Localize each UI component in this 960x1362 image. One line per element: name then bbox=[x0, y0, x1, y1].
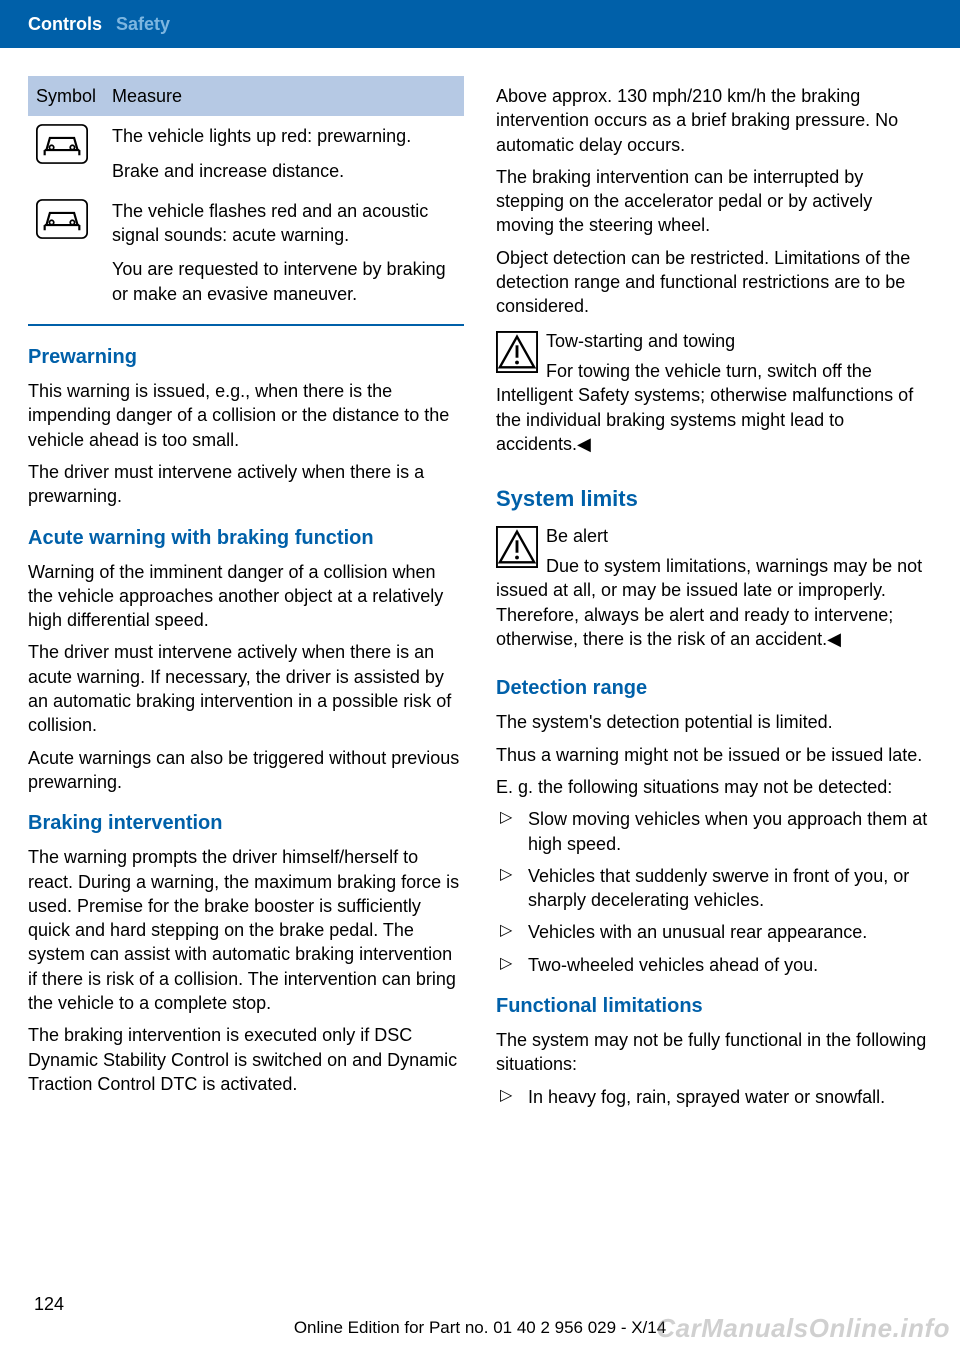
list-item: Slow moving vehicles when you approach t… bbox=[496, 807, 932, 856]
heading-system-limits: System limits bbox=[496, 484, 932, 514]
p-above: Above approx. 130 mph/210 km/h the braki… bbox=[496, 84, 932, 157]
cell-measure-1: The vehicle lights up red: prewarn­ing. … bbox=[104, 116, 464, 191]
car-front-icon bbox=[36, 148, 88, 168]
warn-tow-title: Tow-starting and towing bbox=[546, 331, 735, 351]
cell-measure-2: The vehicle flashes red and an acoustic … bbox=[104, 191, 464, 314]
th-measure: Measure bbox=[104, 76, 464, 116]
heading-acute: Acute warning with braking function bbox=[28, 525, 464, 552]
warn-tow-body: For towing the vehicle turn, switch off … bbox=[496, 359, 932, 456]
symbol-measure-table: Symbol Measure The vehicle lights up red… bbox=[28, 76, 464, 314]
list-item: In heavy fog, rain, sprayed water or sno… bbox=[496, 1085, 932, 1109]
heading-braking: Braking intervention bbox=[28, 810, 464, 837]
table-bottom-rule bbox=[28, 324, 464, 326]
p-acute-2: The driver must intervene actively when … bbox=[28, 640, 464, 737]
header-bar: Controls Safety bbox=[0, 0, 960, 48]
cell-icon-1 bbox=[28, 116, 104, 191]
heading-prewarning: Prewarning bbox=[28, 344, 464, 371]
p-func-1: The system may not be fully functional i… bbox=[496, 1028, 932, 1077]
p-acute-3: Acute warnings can also be triggered wit… bbox=[28, 746, 464, 795]
cell-icon-2 bbox=[28, 191, 104, 314]
p-interrupt: The braking intervention can be interrup… bbox=[496, 165, 932, 238]
header-safety: Safety bbox=[116, 12, 170, 36]
p-brake-1: The warning prompts the driver himself/h… bbox=[28, 845, 464, 1015]
th-symbol: Symbol bbox=[28, 76, 104, 116]
header-controls: Controls bbox=[28, 12, 102, 36]
p-object: Object detection can be restricted. Limi… bbox=[496, 246, 932, 319]
content-columns: Symbol Measure The vehicle lights up red… bbox=[0, 48, 960, 1117]
list-item: Vehicles with an unusual rear appearance… bbox=[496, 920, 932, 944]
warn-alert-body: Due to system limitations, warnings may … bbox=[496, 554, 932, 651]
p-detect-1: The system's detection potential is limi… bbox=[496, 710, 932, 734]
p-prewarn-1: This warning is issued, e.g., when there… bbox=[28, 379, 464, 452]
warning-tow: Tow-starting and towing For towing the v… bbox=[496, 329, 932, 464]
detect-list: Slow moving vehicles when you approach t… bbox=[496, 807, 932, 977]
p-prewarn-2: The driver must intervene actively when … bbox=[28, 460, 464, 509]
car-front-icon bbox=[36, 223, 88, 243]
warn-alert-title: Be alert bbox=[546, 526, 608, 546]
heading-detection-range: Detection range bbox=[496, 675, 932, 702]
list-item: Two-wheeled vehicles ahead of you. bbox=[496, 953, 932, 977]
p-brake-2: The braking intervention is executed onl… bbox=[28, 1023, 464, 1096]
heading-functional-limitations: Functional limitations bbox=[496, 993, 932, 1020]
left-column: Symbol Measure The vehicle lights up red… bbox=[28, 76, 464, 1117]
page-number: 124 bbox=[34, 1292, 64, 1316]
p-detect-3: E. g. the following situations may not b… bbox=[496, 775, 932, 799]
warning-alert: Be alert Due to system limitations, warn… bbox=[496, 524, 932, 659]
warning-triangle-icon bbox=[496, 331, 538, 373]
list-item: Vehicles that suddenly swerve in front o… bbox=[496, 864, 932, 913]
watermark: CarManualsOnline.info bbox=[656, 1311, 950, 1346]
warning-triangle-icon bbox=[496, 526, 538, 568]
func-list: In heavy fog, rain, sprayed water or sno… bbox=[496, 1085, 932, 1109]
p-acute-1: Warning of the imminent danger of a coll… bbox=[28, 560, 464, 633]
p-detect-2: Thus a warning might not be issued or be… bbox=[496, 743, 932, 767]
right-column: Above approx. 130 mph/210 km/h the braki… bbox=[496, 76, 932, 1117]
